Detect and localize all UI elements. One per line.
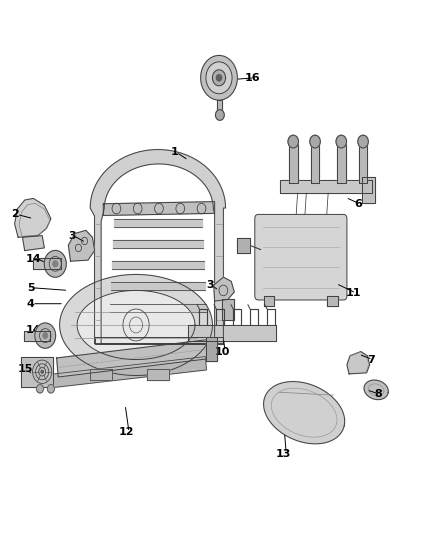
Polygon shape (60, 274, 212, 375)
Polygon shape (57, 340, 211, 377)
Polygon shape (103, 201, 215, 215)
Circle shape (212, 70, 226, 86)
Circle shape (288, 135, 298, 148)
Text: 15: 15 (17, 364, 33, 374)
Polygon shape (25, 330, 50, 341)
Polygon shape (214, 277, 234, 301)
Polygon shape (113, 240, 203, 248)
Polygon shape (33, 259, 61, 269)
Polygon shape (359, 144, 367, 182)
Circle shape (53, 261, 58, 267)
Text: 14: 14 (26, 254, 42, 263)
Polygon shape (237, 238, 251, 253)
Polygon shape (77, 290, 195, 360)
Circle shape (310, 135, 320, 148)
Circle shape (215, 110, 224, 120)
Circle shape (35, 323, 56, 348)
Polygon shape (289, 144, 297, 182)
Polygon shape (364, 380, 389, 400)
Polygon shape (90, 150, 226, 344)
Polygon shape (90, 369, 112, 379)
Text: 2: 2 (12, 209, 19, 220)
Polygon shape (147, 369, 169, 379)
Polygon shape (110, 304, 206, 312)
Polygon shape (217, 100, 223, 112)
Polygon shape (21, 357, 53, 386)
Circle shape (201, 55, 237, 100)
Polygon shape (362, 177, 375, 203)
Text: 14: 14 (26, 325, 42, 335)
FancyBboxPatch shape (255, 214, 347, 300)
Circle shape (36, 384, 43, 393)
Polygon shape (337, 144, 346, 182)
Polygon shape (112, 261, 204, 269)
Text: 16: 16 (244, 73, 260, 83)
Polygon shape (114, 219, 201, 227)
Circle shape (358, 135, 368, 148)
Circle shape (44, 251, 66, 277)
Polygon shape (347, 352, 370, 374)
Circle shape (206, 62, 232, 94)
Polygon shape (95, 337, 223, 344)
Text: 3: 3 (206, 280, 214, 290)
Text: 5: 5 (27, 283, 35, 293)
Text: 12: 12 (119, 427, 134, 438)
Circle shape (41, 370, 43, 373)
Polygon shape (188, 325, 276, 341)
Text: 1: 1 (171, 147, 179, 157)
Polygon shape (53, 357, 206, 387)
Circle shape (43, 333, 47, 338)
Text: 7: 7 (367, 354, 375, 365)
Polygon shape (111, 282, 205, 290)
Polygon shape (68, 230, 95, 261)
Text: 3: 3 (68, 231, 76, 241)
Polygon shape (327, 296, 338, 306)
Text: 6: 6 (354, 199, 362, 209)
Text: 8: 8 (374, 389, 382, 399)
Circle shape (216, 75, 222, 81)
Text: 13: 13 (276, 449, 291, 458)
Polygon shape (22, 236, 44, 251)
Text: 4: 4 (27, 298, 35, 309)
Polygon shape (206, 337, 217, 361)
Text: 10: 10 (215, 346, 230, 357)
Text: 11: 11 (346, 288, 361, 298)
Polygon shape (223, 300, 234, 320)
Polygon shape (264, 296, 275, 306)
Polygon shape (14, 198, 51, 237)
Polygon shape (311, 144, 319, 182)
Circle shape (47, 384, 54, 393)
Polygon shape (264, 382, 345, 444)
Polygon shape (280, 180, 372, 193)
Circle shape (336, 135, 346, 148)
